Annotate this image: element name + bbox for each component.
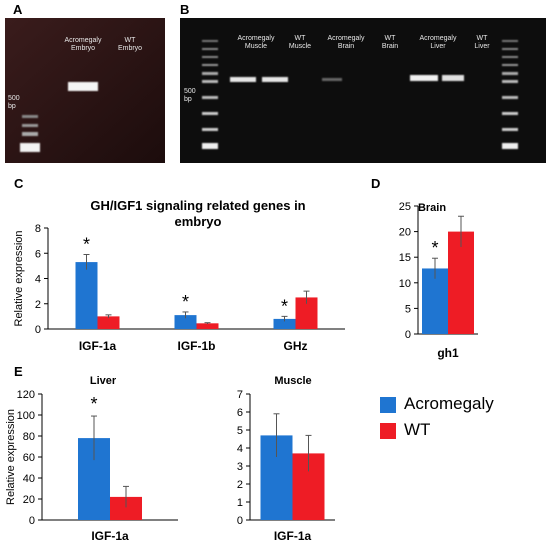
gel-a-marker-500: 500 xyxy=(8,95,20,102)
y-tick-label: 40 xyxy=(23,473,35,485)
bar-wt xyxy=(110,496,142,520)
gel-a-band-acromegaly xyxy=(68,82,98,91)
gel-b-lane5-line1: Acromegaly xyxy=(420,35,457,42)
significance-star: * xyxy=(431,238,438,258)
y-tick-label: 15 xyxy=(399,252,411,264)
gel-b-background xyxy=(180,18,546,163)
y-tick-label: 80 xyxy=(23,431,35,443)
category-label: IGF-1a xyxy=(274,529,312,543)
gel-b-lane1-line2: Muscle xyxy=(245,43,267,50)
significance-star: * xyxy=(281,296,288,316)
y-tick-label: 20 xyxy=(399,227,411,239)
y-tick-label: 0 xyxy=(35,324,41,336)
y-tick-label: 25 xyxy=(399,201,411,213)
y-tick-label: 6 xyxy=(237,407,243,419)
category-label: IGF-1a xyxy=(79,339,117,353)
y-tick-label: 5 xyxy=(405,303,411,315)
y-tick-label: 6 xyxy=(35,248,41,260)
legend-label-acromegaly: Acromegaly xyxy=(404,394,494,413)
y-tick-label: 10 xyxy=(399,278,411,290)
gel-a-lane2-line2: Embryo xyxy=(118,45,142,52)
y-tick-label: 100 xyxy=(17,410,35,422)
y-tick-label: 4 xyxy=(35,274,41,286)
category-label: IGF-1b xyxy=(178,339,216,353)
gel-b-ladder-right xyxy=(502,40,518,149)
gel-b-lane2-line1: WT xyxy=(295,35,307,42)
chart-title: embryo xyxy=(175,214,222,229)
y-tick-label: 5 xyxy=(237,425,243,437)
gel-a-lane1-line1: Acromegaly xyxy=(65,37,102,44)
y-tick-label: 8 xyxy=(35,223,41,235)
bar-acromegaly xyxy=(273,318,296,329)
significance-star: * xyxy=(182,292,189,312)
chart-title: Muscle xyxy=(274,375,311,387)
chart-title: Liver xyxy=(90,375,117,387)
gel-b-lane4-line2: Brain xyxy=(382,43,398,50)
y-tick-label: 0 xyxy=(405,329,411,341)
bar-wt xyxy=(448,231,474,334)
y-tick-label: 3 xyxy=(237,461,243,473)
gel-b-lane4-line1: WT xyxy=(385,35,397,42)
gel-a-ladder xyxy=(20,115,40,152)
gel-b-lane6-line1: WT xyxy=(477,35,489,42)
category-label: IGF-1a xyxy=(91,529,129,543)
panel-letter-e: E xyxy=(14,364,23,379)
panel-letter-d: D xyxy=(371,176,381,191)
bar-acromegaly xyxy=(174,315,197,329)
bar-wt xyxy=(295,297,318,329)
gel-b-ladder-left xyxy=(202,40,218,149)
panel-letter-c: C xyxy=(14,176,24,191)
chart-D: 0 5 10 15 20 25 Brain * gh1 xyxy=(399,201,478,360)
y-tick-label: 0 xyxy=(29,515,35,527)
panel-letter-a: A xyxy=(13,2,23,17)
legend-swatch-wt xyxy=(380,423,396,439)
chart-title: GH/IGF1 signaling related genes in xyxy=(90,198,305,213)
gel-b-sample-bands xyxy=(230,75,464,82)
panel-letter-b: B xyxy=(180,2,190,17)
y-tick-label: 4 xyxy=(237,443,243,455)
significance-star: * xyxy=(83,235,90,255)
y-tick-label: 20 xyxy=(23,494,35,506)
chart-E2: 0 1 2 3 4 5 6 7 Muscle IGF-1a xyxy=(237,375,335,543)
y-tick-label: 60 xyxy=(23,452,35,464)
gel-a-marker-bp: bp xyxy=(8,103,16,110)
bar-wt xyxy=(97,316,120,329)
bar-acromegaly xyxy=(422,268,448,334)
gel-b-lane6-line2: Liver xyxy=(474,43,490,50)
y-tick-label: 2 xyxy=(237,479,243,491)
gel-a-lane1-line2: Embryo xyxy=(71,45,95,52)
gel-b-lane1-line1: Acromegaly xyxy=(238,35,275,42)
bar-wt xyxy=(196,323,219,329)
legend-label-wt: WT xyxy=(404,420,431,439)
y-tick-label: 1 xyxy=(237,497,243,509)
y-tick-label: 7 xyxy=(237,389,243,401)
gel-b-lane3-line1: Acromegaly xyxy=(328,35,365,42)
gel-b-marker-bp: bp xyxy=(184,96,192,103)
bar-acromegaly xyxy=(75,262,98,329)
y-tick-label: 0 xyxy=(237,515,243,527)
y-tick-label: 2 xyxy=(35,299,41,311)
gel-b-marker-500: 500 xyxy=(184,88,196,95)
gel-b-lane3-line2: Brain xyxy=(338,43,354,50)
chart-E: 0 20 40 60 80 100 120 Liver Relative expression *… xyxy=(5,375,178,543)
y-tick-label: 120 xyxy=(17,389,35,401)
y-axis-label: Relative expression xyxy=(5,409,17,505)
significance-star: * xyxy=(90,394,97,414)
y-axis-label: Relative expression xyxy=(13,231,25,327)
chart-C: 0 2 4 6 8 GH/IGF1 signaling related genes ine… xyxy=(13,198,345,353)
category-label: gh1 xyxy=(437,346,459,360)
legend-swatch-acromegaly xyxy=(380,397,396,413)
gel-a-lane2-line1: WT xyxy=(125,37,137,44)
chart-title: Brain xyxy=(418,202,446,214)
category-label: GHz xyxy=(284,339,308,353)
gel-b-lane5-line2: Liver xyxy=(430,43,446,50)
gel-b-lane2-line2: Muscle xyxy=(289,43,311,50)
